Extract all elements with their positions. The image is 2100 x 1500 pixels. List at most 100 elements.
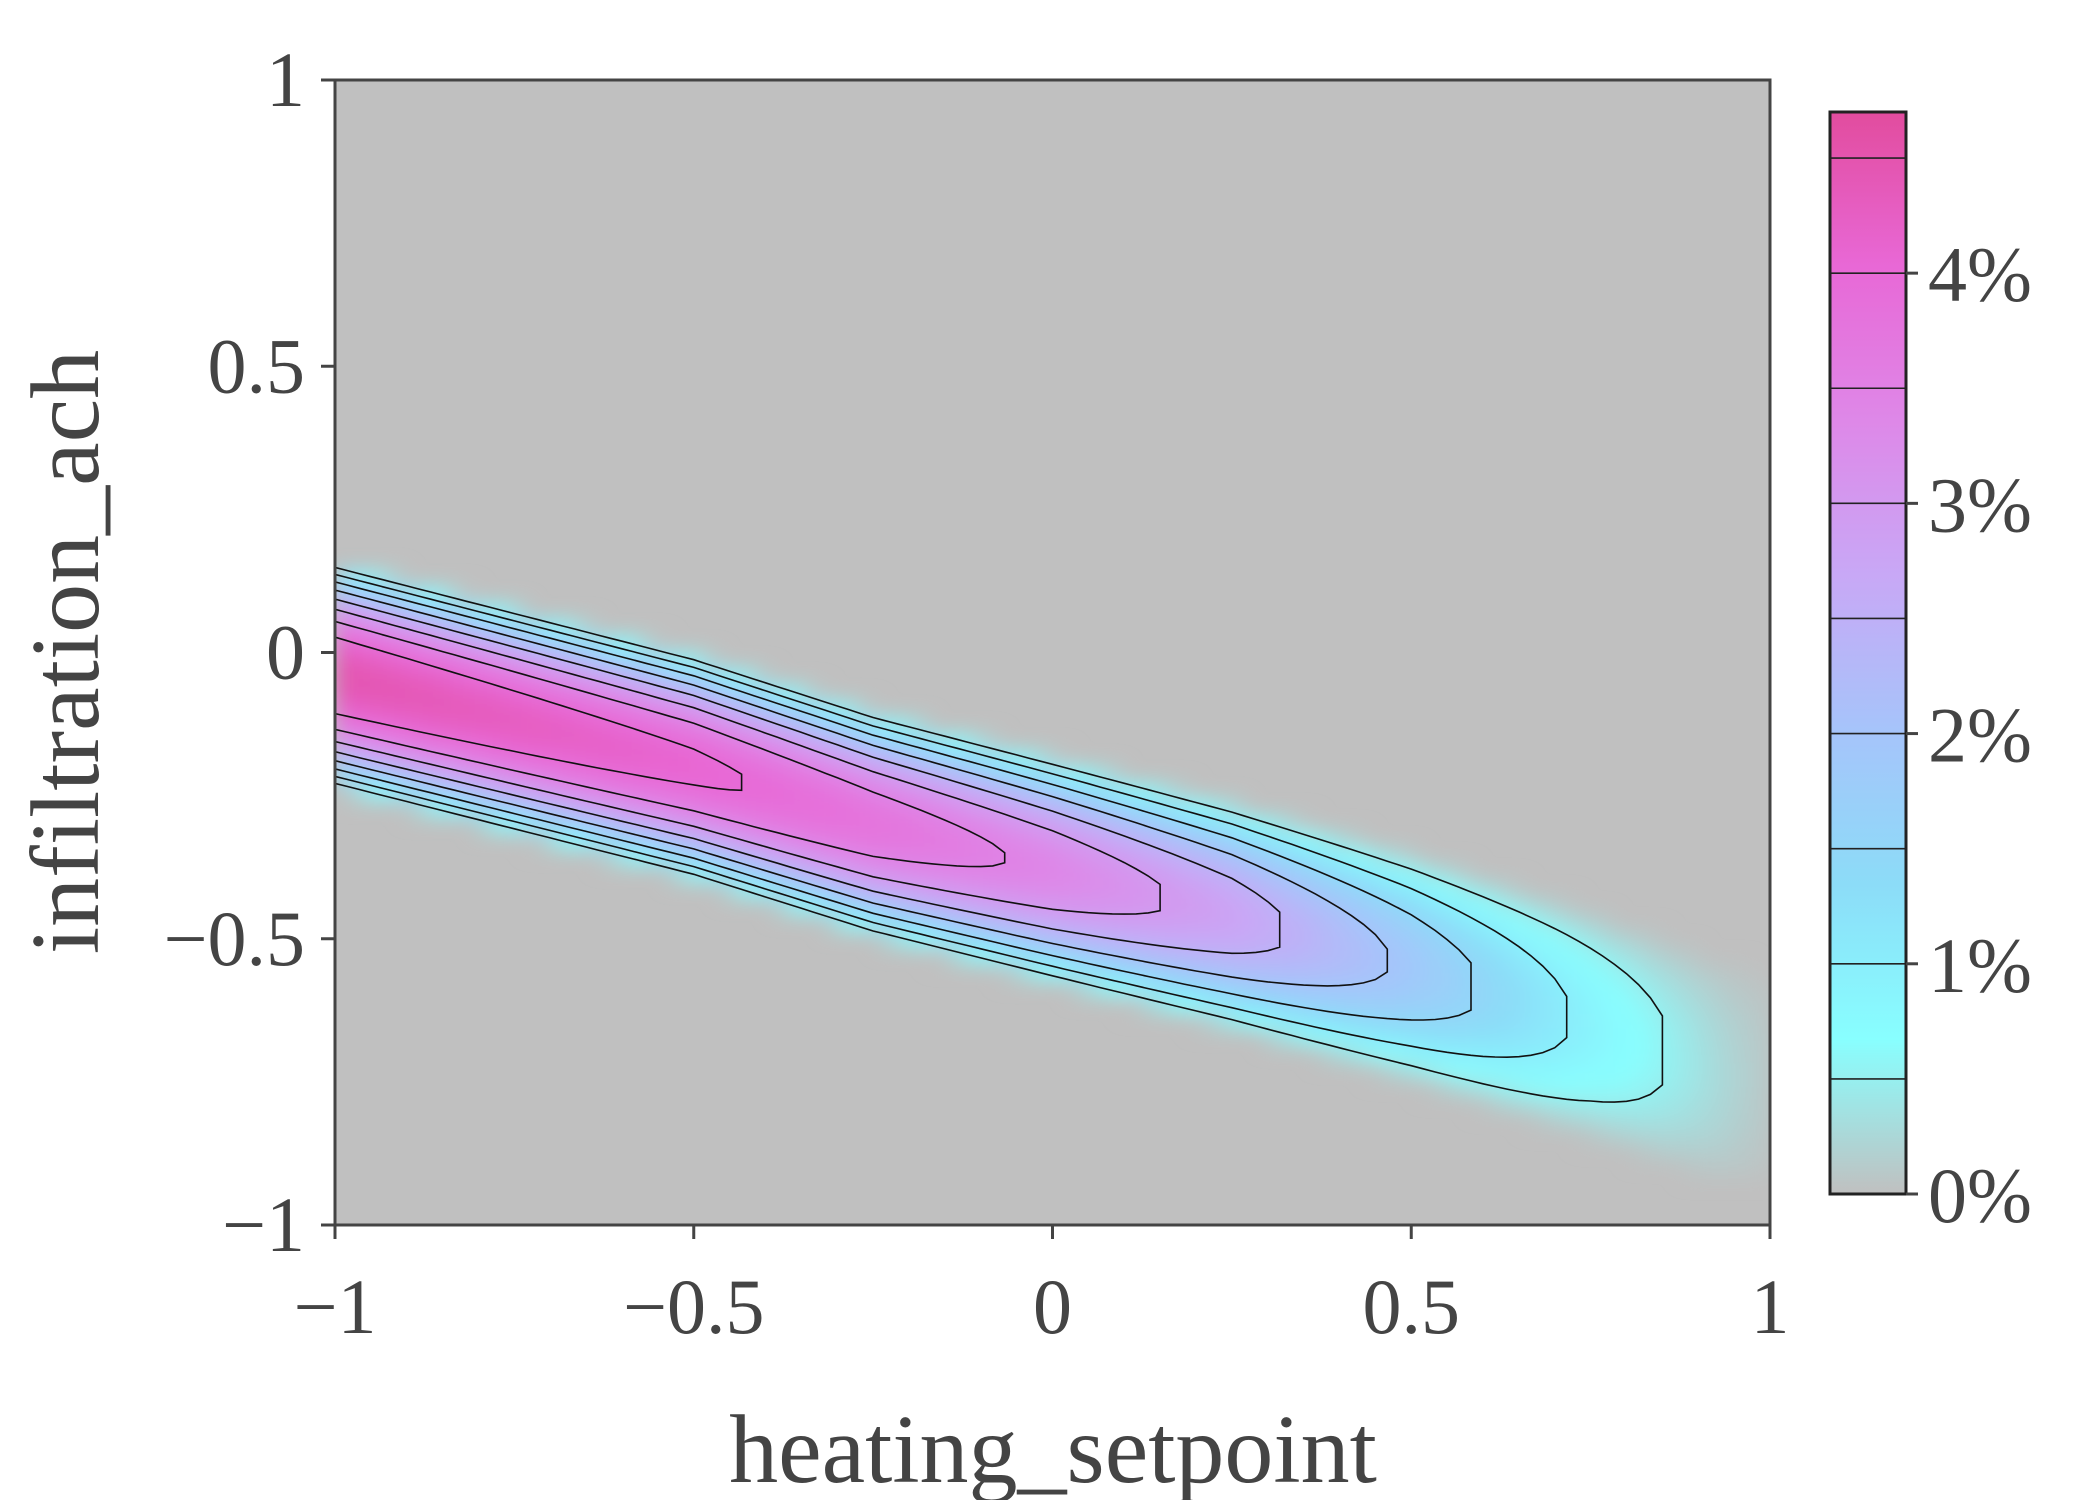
density-cell: [1052, 848, 1071, 866]
density-cell: [1700, 996, 1719, 1014]
density-cell: [790, 816, 809, 834]
density-cell: [1507, 996, 1526, 1014]
density-cell: [1245, 865, 1264, 883]
density-cell: [1315, 963, 1334, 981]
density-cell: [842, 767, 861, 785]
density-cell: [1245, 914, 1264, 932]
density-cell: [825, 881, 844, 899]
density-cell: [1157, 946, 1176, 965]
density-cell: [1035, 750, 1054, 768]
density-cell: [1210, 832, 1229, 850]
density-cell: [720, 832, 739, 850]
density-cell: [615, 717, 634, 736]
density-cell: [912, 783, 931, 801]
density-cell: [702, 701, 721, 719]
density-cell: [405, 668, 424, 687]
density-cell: [1560, 1110, 1579, 1128]
density-cell: [1367, 1045, 1386, 1063]
density-cell: [1017, 767, 1036, 785]
density-cell: [702, 816, 721, 834]
density-cell: [982, 930, 1001, 948]
density-cell: [825, 816, 844, 834]
density-cell: [1752, 1126, 1770, 1145]
density-cell: [1455, 996, 1474, 1014]
density-cell: [1070, 881, 1089, 899]
density-cell: [1227, 963, 1246, 981]
density-cell: [1192, 897, 1211, 916]
density-cell: [1577, 1045, 1596, 1063]
density-cell: [1210, 979, 1229, 997]
density-cell: [1280, 946, 1299, 965]
density-cell: [1525, 996, 1544, 1014]
density-cell: [1560, 946, 1579, 965]
density-cell: [1490, 1061, 1509, 1079]
plot-area: [333, 78, 1772, 1227]
density-cell: [1262, 1028, 1281, 1046]
density-cell: [1297, 979, 1316, 997]
density-cell: [1385, 996, 1404, 1014]
colorbar-frame: [1828, 110, 1908, 1196]
density-cell: [947, 897, 966, 916]
density-cell: [1682, 1028, 1701, 1046]
density-cell: [1420, 946, 1439, 965]
density-cell: [1140, 914, 1159, 932]
density-cell: [807, 897, 826, 916]
density-cell: [1752, 1159, 1770, 1177]
density-cell: [1717, 996, 1736, 1014]
density-cell: [842, 783, 861, 801]
density-cell: [825, 799, 844, 817]
density-cell: [1122, 946, 1141, 965]
density-cell: [982, 848, 1001, 866]
density-cell: [860, 832, 879, 850]
density-cell: [1402, 1012, 1421, 1030]
density-cell: [1682, 979, 1701, 997]
density-cell: [1577, 963, 1596, 981]
density-cell: [755, 799, 774, 817]
density-cell: [335, 652, 354, 670]
density-cell: [387, 668, 406, 687]
density-cell: [405, 636, 424, 654]
density-cell: [947, 881, 966, 899]
density-cell: [1472, 897, 1491, 916]
density-cell: [562, 652, 581, 670]
density-cell: [475, 701, 494, 719]
density-cell: [475, 767, 494, 785]
density-cell: [1122, 865, 1141, 883]
density-cell: [790, 832, 809, 850]
density-cell: [1525, 1094, 1544, 1112]
density-cell: [1105, 881, 1124, 899]
density-cell: [1647, 1045, 1666, 1063]
density-cell: [807, 816, 826, 834]
density-cell: [1647, 1110, 1666, 1128]
density-cell: [1210, 914, 1229, 932]
density-cell: [1717, 1061, 1736, 1079]
density-cell: [1350, 832, 1369, 850]
density-cell: [1280, 963, 1299, 981]
density-cell: [702, 799, 721, 817]
density-cell: [1227, 816, 1246, 834]
density-cell: [527, 685, 546, 703]
density-cell: [965, 914, 984, 932]
density-cell: [1577, 996, 1596, 1014]
density-cell: [1332, 930, 1351, 948]
density-cell: [1350, 881, 1369, 899]
density-cell: [1542, 946, 1561, 965]
density-cell: [335, 685, 354, 703]
density-cell: [982, 865, 1001, 883]
density-cell: [440, 750, 459, 768]
density-cell: [755, 750, 774, 768]
density-cell: [685, 848, 704, 866]
density-cell: [1192, 881, 1211, 899]
density-cell: [1297, 897, 1316, 916]
density-cell: [1472, 1061, 1491, 1079]
density-cell: [1315, 946, 1334, 965]
density-cell: [545, 783, 564, 801]
density-cell: [1752, 1143, 1770, 1161]
density-cell: [1525, 963, 1544, 981]
density-cell: [510, 750, 529, 768]
density-cell: [790, 783, 809, 801]
density-cell: [650, 685, 669, 703]
density-cell: [1052, 750, 1071, 768]
density-cell: [1402, 848, 1421, 866]
density-cell: [1070, 914, 1089, 932]
